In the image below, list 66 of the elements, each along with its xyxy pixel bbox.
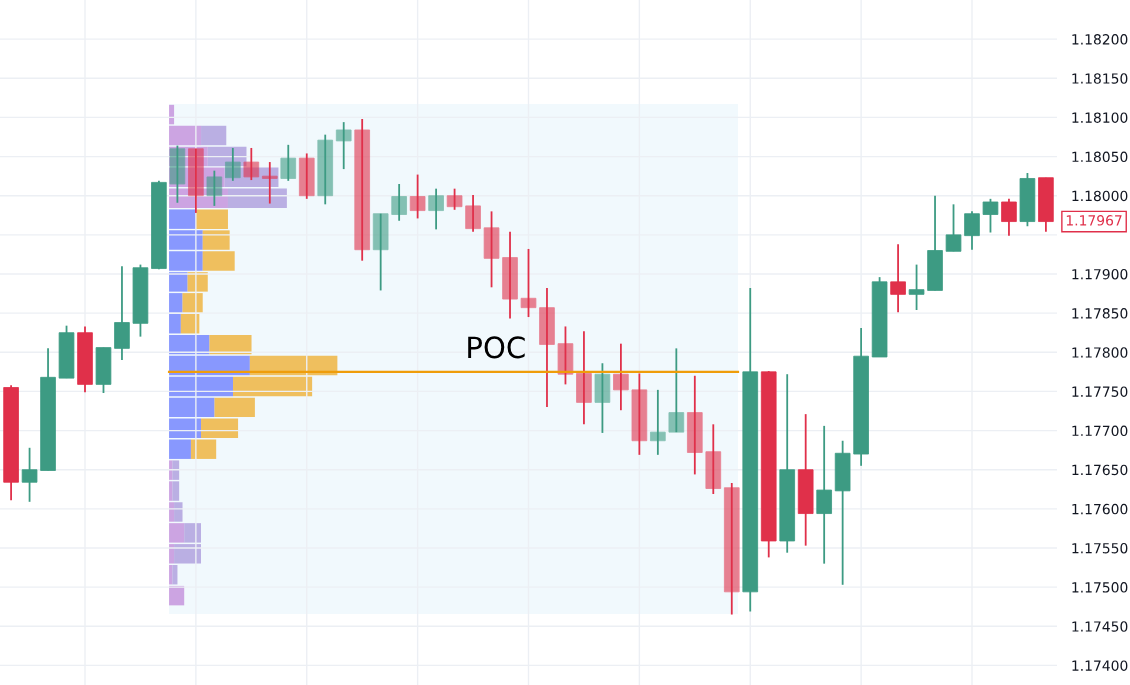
- candlestick: [261, 161, 278, 205]
- candlestick: [723, 482, 740, 616]
- candlestick: [631, 372, 648, 456]
- candlestick: [206, 169, 223, 207]
- y-tick-label: 1.17650: [1072, 464, 1128, 476]
- candlestick: [613, 342, 629, 412]
- candlestick: [243, 147, 260, 181]
- y-tick-label: 1.18000: [1072, 190, 1128, 202]
- candlestick: [650, 388, 666, 456]
- candlestick: [354, 118, 370, 262]
- candlestick: [1001, 197, 1017, 237]
- candlestick: [576, 330, 592, 426]
- y-tick-label: 1.17400: [1072, 660, 1128, 671]
- candlestick: [409, 173, 426, 220]
- candlestick: [945, 203, 962, 253]
- candlestick: [908, 263, 925, 311]
- y-tick-label: 1.18200: [1072, 34, 1128, 45]
- bar: [201, 125, 227, 146]
- candlestick: [520, 248, 537, 318]
- y-tick-label: 1.18150: [1072, 73, 1128, 84]
- y-tick-label: 1.17550: [1072, 542, 1128, 554]
- candlestick: [21, 446, 38, 503]
- candlestick: [317, 133, 334, 206]
- ref-line-label: POC: [468, 336, 525, 359]
- candlestick: [502, 230, 518, 320]
- candlestick: [816, 424, 832, 565]
- candlestick: [428, 187, 444, 231]
- y-tick-label: 1.17900: [1072, 268, 1128, 280]
- y-tick-label: 1.18100: [1072, 112, 1128, 123]
- candlestick: [335, 121, 352, 171]
- candlestick: [483, 210, 500, 289]
- y-tick-label: 1.17800: [1072, 347, 1128, 358]
- candlestick: [372, 212, 389, 292]
- candlestick: [964, 210, 980, 251]
- candlestick: [298, 152, 315, 200]
- y-tick-label: 1.17500: [1072, 582, 1128, 593]
- candlestick: [890, 243, 906, 314]
- candlestick: [225, 147, 241, 182]
- candlestick: [169, 144, 186, 204]
- bar: [214, 397, 255, 418]
- candlestick: [668, 347, 685, 434]
- candlestick: [594, 362, 611, 434]
- bar: [227, 188, 287, 208]
- bar: [169, 314, 181, 334]
- candlestick: [539, 287, 555, 408]
- bar: [169, 104, 175, 125]
- candlestick: [705, 423, 722, 495]
- y-tick-label: 1.18050: [1072, 151, 1128, 163]
- candlestick: [446, 187, 463, 211]
- bar: [169, 376, 234, 397]
- bar: [209, 334, 252, 355]
- candlestick: [188, 147, 204, 214]
- y-tick-label: 1.17750: [1072, 386, 1128, 397]
- candlestick: [982, 197, 999, 234]
- candlestick: [687, 374, 703, 476]
- candlestick: [280, 143, 297, 182]
- candlestick: [465, 194, 481, 233]
- candlestick: [391, 183, 407, 222]
- bar: [169, 397, 215, 418]
- y-tick-label: 1.17450: [1072, 621, 1128, 632]
- text: 1.17967: [1066, 215, 1122, 226]
- candlestick: [557, 325, 574, 386]
- y-tick-label: 1.17850: [1072, 308, 1128, 319]
- bar: [233, 376, 313, 397]
- y-tick-label: 1.17600: [1072, 503, 1128, 515]
- y-tick-label: 1.17700: [1072, 425, 1128, 437]
